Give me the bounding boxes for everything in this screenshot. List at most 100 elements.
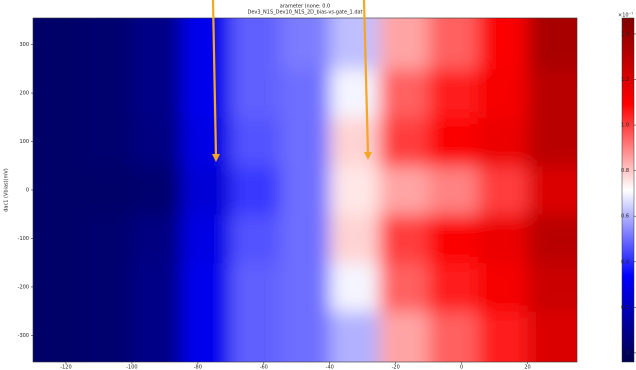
x-tick-label: -20 — [392, 365, 400, 370]
colorbar-tick-label: 0 — [626, 350, 629, 356]
annotation-arrows — [211, 0, 372, 162]
heatmap-cell — [181, 165, 232, 215]
heatmap-cell — [329, 262, 380, 312]
heatmap-cell — [131, 214, 182, 264]
heatmap-cell — [527, 165, 577, 215]
heatmap-cell — [280, 311, 331, 362]
heatmap-cell — [181, 214, 232, 264]
heatmap-cell — [33, 165, 83, 215]
heatmap-cell — [379, 311, 430, 362]
heatmap-cell — [280, 214, 331, 264]
heatmap-cell — [82, 214, 133, 264]
x-tick-label: 20 — [524, 365, 530, 370]
x-tick-label: -80 — [194, 365, 202, 370]
heatmap-cell — [428, 68, 479, 118]
heatmap-cell — [131, 262, 182, 312]
heatmap-cell — [181, 18, 232, 70]
heatmap-cell — [329, 165, 380, 215]
heatmap-cell — [428, 214, 479, 264]
heatmap-cell — [230, 165, 281, 215]
heatmap-cell — [329, 18, 380, 70]
y-tick-label: 300 — [19, 42, 29, 48]
colorbar-tick-label: 0.2 — [621, 305, 629, 311]
colorbar-tick-label: 0.6 — [621, 214, 629, 220]
heatmap-cell — [478, 117, 529, 167]
chart-subtitle: Dev3_N1S_Dev10_N1S_2D_bias-vs-gate_1.dat — [247, 10, 362, 16]
heatmap-cell — [329, 311, 380, 362]
heatmap-cell — [428, 18, 479, 70]
heatmap-cell — [527, 262, 577, 312]
heatmap-cell — [478, 262, 529, 312]
heatmap-cell — [329, 117, 380, 167]
heatmap-cell — [428, 165, 479, 215]
heatmap-cell — [329, 68, 380, 118]
colorbar-tick-label: 1.2 — [621, 77, 629, 83]
heatmap-cell — [428, 311, 479, 362]
heatmap-cell — [478, 214, 529, 264]
heatmap-cell — [280, 18, 331, 70]
y-tick-label: 200 — [19, 91, 29, 97]
y-axis-label: dac1 (Vbias)(mV) — [4, 168, 10, 212]
heatmap-cell — [478, 311, 529, 362]
heatmap-cell — [280, 262, 331, 312]
heatmap-cell — [379, 262, 430, 312]
heatmap-cell — [82, 262, 133, 312]
chart-title: arameter (none: 0.0 — [280, 4, 330, 10]
heatmap-cell — [527, 68, 577, 118]
heatmap-cell — [33, 214, 83, 264]
heatmap-cell — [379, 214, 430, 264]
x-tick-label: -120 — [60, 365, 71, 370]
heatmap-cell — [131, 311, 182, 362]
y-tick-label: 0 — [26, 188, 29, 194]
heatmap-cell — [280, 68, 331, 118]
colorbar — [621, 17, 635, 363]
heatmap-cell — [33, 117, 83, 167]
heatmap-cell — [230, 311, 281, 362]
y-tick-label: -200 — [18, 284, 29, 290]
heatmap-cell — [527, 311, 577, 362]
heatmap-cell — [131, 18, 182, 70]
heatmap-cell — [82, 311, 133, 362]
heatmap-cell — [329, 214, 380, 264]
heatmap-cell — [33, 68, 83, 118]
heatmap-cell — [527, 214, 577, 264]
heatmap-cell — [131, 165, 182, 215]
heatmap-cell — [230, 18, 281, 70]
heatmap-cell — [181, 262, 232, 312]
heatmap-cell — [428, 117, 479, 167]
heatmap-cell — [230, 117, 281, 167]
heatmap-cell — [478, 68, 529, 118]
heatmap-cell — [379, 117, 430, 167]
heatmap-cell — [428, 262, 479, 312]
heatmap-cell — [82, 165, 133, 215]
colorbar-tick-label: 0.4 — [621, 259, 629, 265]
heatmap-cell — [82, 18, 133, 70]
heatmap-cell — [527, 18, 577, 70]
heatmap-cell — [82, 68, 133, 118]
heatmap-cell — [280, 117, 331, 167]
heatmap-cell — [280, 165, 331, 215]
heatmap-cell — [33, 262, 83, 312]
heatmap-cell — [131, 117, 182, 167]
heatmap-cell — [181, 68, 232, 118]
x-tick-label: 0 — [460, 365, 463, 370]
y-tick-label: 100 — [19, 139, 29, 145]
colorbar-tick-label: 0.8 — [621, 168, 629, 174]
heatmap-cell — [230, 68, 281, 118]
heatmap-cell — [379, 165, 430, 215]
heatmap-cell — [131, 68, 182, 118]
heatmap-cell — [33, 311, 83, 362]
heatmap-cell — [181, 117, 232, 167]
heatmap-cell — [181, 311, 232, 362]
x-tick-label: -60 — [260, 365, 268, 370]
y-tick-label: -300 — [18, 333, 29, 339]
heatmap-cell — [478, 165, 529, 215]
heatmap-cell — [230, 262, 281, 312]
heatmap — [33, 18, 577, 362]
heatmap-cell — [527, 117, 577, 167]
x-tick-label: -40 — [326, 365, 334, 370]
colorbar-scale-label: ×10⁻⁷ — [618, 13, 633, 19]
x-tick-label: -100 — [126, 365, 137, 370]
heatmap-cell — [82, 117, 133, 167]
